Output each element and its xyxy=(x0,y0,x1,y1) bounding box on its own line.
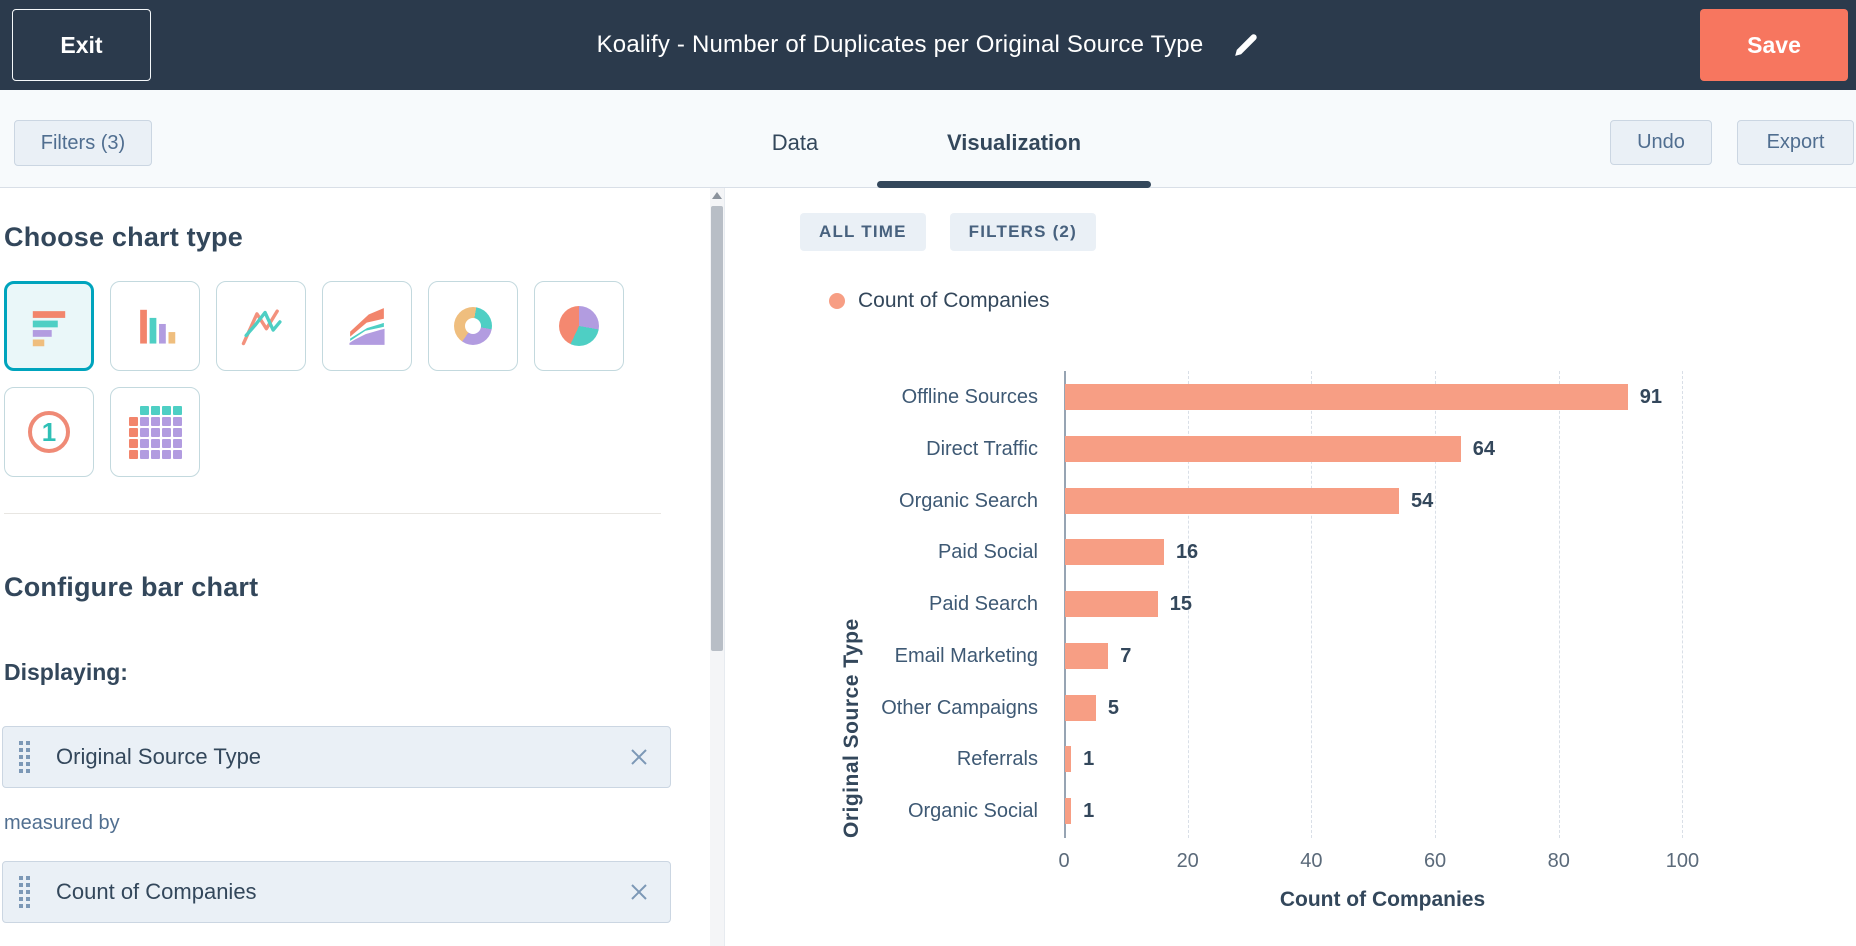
pie-chart-icon xyxy=(559,306,599,346)
chart-type-pie[interactable] xyxy=(534,281,624,371)
value-label: 1 xyxy=(1083,748,1095,771)
category-label: Organic Social xyxy=(907,800,1038,822)
chart-filters-badge[interactable]: FILTERS (2) xyxy=(949,213,1096,251)
dimension-field-value: Original Source Type xyxy=(56,744,262,769)
export-button[interactable]: Export xyxy=(1737,120,1854,165)
category-label: Paid Social xyxy=(937,541,1038,564)
x-axis-title: Count of Companies xyxy=(1279,888,1486,911)
chart-type-column[interactable] xyxy=(110,281,200,371)
category-label: Paid Search xyxy=(929,593,1038,615)
value-label: 64 xyxy=(1472,437,1496,460)
y-axis-title: Original Source Type xyxy=(840,618,863,838)
bar-other-campaigns[interactable] xyxy=(1065,694,1096,721)
category-label: Organic Search xyxy=(899,489,1038,512)
chart-type-kpi[interactable]: 1 xyxy=(4,387,94,477)
column-chart-icon xyxy=(140,309,176,344)
visualization-panel: ALL TIME FILTERS (2) Count of Companies … xyxy=(724,188,1856,946)
category-label: Email Marketing xyxy=(894,644,1038,667)
chart-type-horizontal-bar[interactable] xyxy=(4,281,94,371)
line-chart-icon xyxy=(241,309,282,346)
toolbar: Filters (3) Data Visualization Undo Expo… xyxy=(0,90,1856,188)
value-label: 1 xyxy=(1083,800,1095,822)
title-area: Koalify - Number of Duplicates per Origi… xyxy=(0,0,1856,90)
tab-visualization[interactable]: Visualization xyxy=(946,130,1082,155)
x-tick-label: 80 xyxy=(1547,850,1570,872)
top-bar: Exit Koalify - Number of Duplicates per … xyxy=(0,0,1856,90)
value-label: 5 xyxy=(1107,696,1120,719)
displaying-label: Displaying: xyxy=(4,659,128,685)
bar-organic-search[interactable] xyxy=(1065,487,1399,514)
save-button[interactable]: Save xyxy=(1700,9,1848,81)
x-tick-label: 100 xyxy=(1665,850,1700,872)
bar-referrals[interactable] xyxy=(1065,746,1072,773)
value-label: 91 xyxy=(1639,386,1663,408)
time-range-badge[interactable]: ALL TIME xyxy=(800,213,926,251)
category-label: Direct Traffic xyxy=(926,437,1038,460)
undo-button[interactable]: Undo xyxy=(1610,120,1712,165)
gridline xyxy=(1682,371,1684,838)
edit-pencil-icon[interactable] xyxy=(1233,32,1259,58)
config-sidebar: Choose chart type xyxy=(0,188,710,946)
active-tab-underline xyxy=(877,181,1151,188)
x-tick-label: 0 xyxy=(1058,850,1070,872)
drag-handle-icon[interactable] xyxy=(19,876,30,908)
measure-field-value: Count of Companies xyxy=(56,879,257,904)
chart-type-picker: 1 xyxy=(4,281,644,477)
kpi-number-icon: 1 xyxy=(28,411,70,453)
report-title: Koalify - Number of Duplicates per Origi… xyxy=(596,31,1204,58)
gridline xyxy=(1187,371,1189,838)
x-axis-ticks: 0 20 40 60 80 100 xyxy=(1058,838,1701,872)
choose-chart-type-heading: Choose chart type xyxy=(4,222,243,252)
chart-type-line[interactable] xyxy=(216,281,306,371)
sidebar-divider xyxy=(4,513,661,514)
chart-type-area[interactable] xyxy=(322,281,412,371)
value-label: 15 xyxy=(1169,593,1193,615)
chart-type-table[interactable] xyxy=(110,387,200,477)
bar-direct-traffic[interactable] xyxy=(1065,435,1461,462)
value-label: 7 xyxy=(1120,644,1132,667)
x-tick-label: 60 xyxy=(1423,850,1447,872)
dimension-field[interactable]: Original Source Type xyxy=(2,726,671,788)
area-chart-icon xyxy=(348,306,386,345)
category-label: Offline Sources xyxy=(901,386,1038,408)
scrollbar-thumb[interactable] xyxy=(711,206,723,651)
measured-by-label: measured by xyxy=(4,812,120,834)
configure-heading: Configure bar chart xyxy=(4,572,259,602)
report-badges: ALL TIME FILTERS (2) xyxy=(800,213,1856,251)
tab-data[interactable]: Data xyxy=(771,130,819,155)
filters-button[interactable]: Filters (3) xyxy=(14,120,152,166)
legend-label: Count of Companies xyxy=(858,289,1050,312)
donut-chart-icon xyxy=(454,307,492,345)
table-grid-icon xyxy=(128,405,182,459)
remove-dimension-icon[interactable] xyxy=(630,748,648,766)
chart-type-donut[interactable] xyxy=(428,281,518,371)
category-label: Other Campaigns xyxy=(881,696,1038,719)
drag-handle-icon[interactable] xyxy=(19,741,30,773)
category-label: Referrals xyxy=(956,748,1038,771)
bar-paid-search[interactable] xyxy=(1065,591,1158,617)
value-label: 54 xyxy=(1410,489,1434,512)
scroll-up-arrow-icon[interactable] xyxy=(712,192,722,199)
bar-offline-sources[interactable] xyxy=(1065,384,1628,410)
value-label: 16 xyxy=(1175,541,1199,564)
gridline xyxy=(1558,371,1560,838)
measure-field[interactable]: Count of Companies xyxy=(2,861,671,923)
bar-email-marketing[interactable] xyxy=(1065,642,1109,669)
gridline xyxy=(1311,371,1313,838)
x-tick-label: 40 xyxy=(1300,850,1323,872)
bar-paid-social[interactable] xyxy=(1065,539,1164,566)
gridline xyxy=(1435,371,1437,838)
x-tick-label: 20 xyxy=(1176,850,1199,872)
exit-button[interactable]: Exit xyxy=(12,9,151,81)
legend-item[interactable]: Count of Companies xyxy=(829,289,1049,313)
legend-dot-icon xyxy=(829,293,845,309)
sidebar-scrollbar[interactable] xyxy=(710,188,724,946)
horizontal-bar-chart-icon xyxy=(32,311,66,347)
bar-chart: 0 20 40 60 80 100 Count of Companies Original… xyxy=(840,371,1701,911)
remove-measure-icon[interactable] xyxy=(630,883,648,901)
bar-organic-social[interactable] xyxy=(1065,798,1072,824)
